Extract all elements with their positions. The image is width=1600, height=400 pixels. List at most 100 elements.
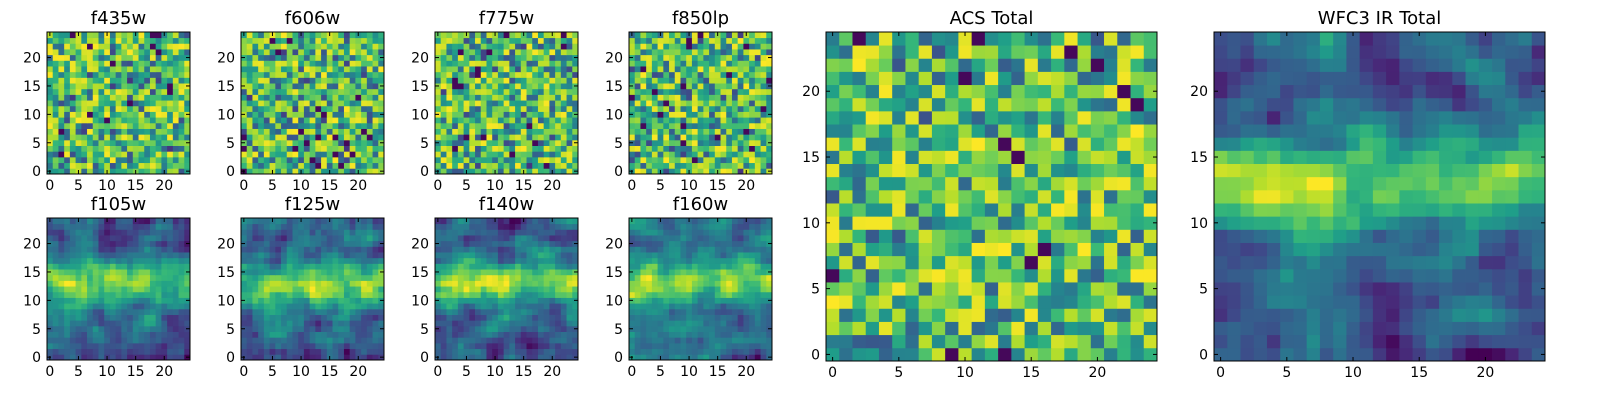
heatmap-cell [69, 88, 76, 95]
heatmap-cell [338, 49, 345, 56]
heatmap-cell [87, 320, 94, 327]
heatmap-cell [560, 331, 567, 338]
heatmap-cell [526, 134, 533, 141]
heatmap-cell [497, 111, 505, 118]
heatmap-cell [121, 320, 128, 327]
heatmap-cell [87, 139, 94, 146]
heatmap-cell [743, 139, 750, 146]
heatmap-cell [104, 94, 111, 101]
heatmap-cell [281, 162, 288, 169]
heatmap-cell [572, 223, 579, 230]
heatmap-cell [98, 83, 105, 90]
heatmap-cell [492, 151, 499, 158]
heatmap-cell [69, 240, 76, 247]
heatmap-cell [526, 156, 533, 164]
heatmap-cell [526, 229, 533, 236]
heatmap-cell [754, 77, 761, 84]
heatmap-cell [281, 337, 288, 344]
heatmap-cell [754, 337, 761, 344]
heatmap-cell [184, 235, 191, 242]
heatmap-cell [47, 308, 54, 315]
heatmap-cell [669, 156, 676, 164]
heatmap-cell [263, 77, 270, 84]
heatmap-cell [674, 139, 681, 146]
heatmap-cell [246, 291, 253, 298]
heatmap-cell [452, 325, 459, 332]
heatmap-cell [132, 263, 139, 270]
heatmap-cell [292, 60, 299, 67]
heatmap-cell [178, 88, 185, 95]
heatmap-cell [663, 105, 670, 112]
heatmap-cell [263, 274, 270, 281]
heatmap-cell [81, 139, 88, 146]
heatmap-cell [121, 117, 128, 124]
heatmap-cell [452, 320, 459, 327]
heatmap-cell [321, 168, 328, 175]
heatmap-cell [629, 291, 636, 298]
heatmap-cell [709, 71, 716, 78]
heatmap-cell [503, 94, 510, 101]
heatmap-cell [503, 105, 510, 112]
heatmap-cell [58, 348, 65, 355]
heatmap-cell [252, 297, 259, 304]
heatmap-cell [298, 77, 305, 84]
heatmap-cell [115, 229, 122, 236]
heatmap-cell [646, 325, 653, 332]
heatmap-cell [269, 325, 276, 332]
heatmap-cell [132, 348, 139, 355]
heatmap-cell [241, 151, 248, 158]
heatmap-cell [646, 83, 653, 90]
heatmap-cell [766, 100, 773, 107]
heatmap-cell [452, 66, 459, 73]
heatmap-cell [58, 60, 65, 67]
heatmap-cell [372, 145, 379, 152]
heatmap-cell [75, 162, 82, 169]
heatmap-cell [98, 257, 105, 264]
heatmap-cell [92, 308, 99, 315]
heatmap-cell [292, 49, 299, 56]
heatmap-cell [167, 354, 174, 361]
heatmap-cell [286, 314, 293, 321]
heatmap-cell [47, 286, 54, 293]
heatmap-cell [349, 348, 356, 355]
heatmap-cell [292, 71, 299, 78]
heatmap-cell [109, 122, 117, 129]
heatmap-cell [332, 49, 339, 56]
heatmap-cell [81, 32, 88, 39]
heatmap-cell [378, 60, 385, 67]
heatmap-cell [743, 162, 750, 169]
heatmap-cell [87, 325, 94, 332]
heatmap-cell [760, 60, 767, 67]
heatmap-cell [332, 139, 339, 146]
heatmap-cell [555, 49, 562, 56]
heatmap-cell [281, 342, 288, 350]
heatmap-cell [298, 308, 305, 315]
heatmap-cell [663, 37, 670, 44]
heatmap-cell [303, 122, 311, 129]
heatmap-cell [503, 308, 510, 315]
heatmap-cell [509, 88, 516, 95]
heatmap-cell [178, 32, 185, 39]
heatmap-cell [355, 77, 362, 84]
heatmap-cell [709, 117, 716, 124]
heatmap-cell [475, 286, 482, 293]
heatmap-cell [167, 49, 174, 56]
heatmap-cell [75, 240, 82, 247]
heatmap-cell [109, 134, 117, 141]
heatmap-cell [440, 331, 447, 338]
heatmap-cell [754, 354, 761, 361]
heatmap-cell [155, 71, 162, 78]
heatmap-cell [132, 49, 139, 56]
heatmap-cell [121, 105, 128, 112]
heatmap-cell [520, 128, 527, 135]
heatmap-cell [252, 71, 259, 78]
heatmap-cell [281, 223, 288, 230]
heatmap-cell [526, 162, 533, 169]
heatmap-cell [321, 342, 328, 350]
heatmap-cell [629, 162, 636, 169]
heatmap-cell [760, 37, 767, 44]
heatmap-cell [178, 128, 185, 135]
heatmap-cell [737, 280, 744, 287]
heatmap-cell [674, 66, 681, 73]
heatmap-cell [560, 71, 567, 78]
